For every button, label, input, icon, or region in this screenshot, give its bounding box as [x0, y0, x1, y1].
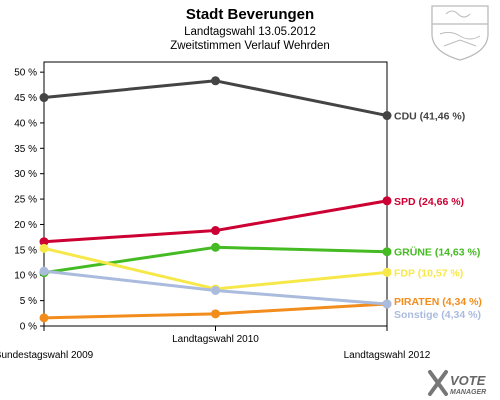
y-axis: 0 % 5 % 10 % 15 % 20 % 25 % 30 % 35 % 40 % 45 % 50…: [14, 68, 44, 333]
series-layer: [39, 76, 392, 323]
data-point-spd: [382, 196, 392, 206]
y-tick-label: 10 %: [14, 271, 37, 282]
series-end-label: PIRATEN (4,34 %): [394, 296, 482, 308]
data-point-cdu: [39, 93, 49, 103]
data-point-fdp: [382, 267, 392, 277]
data-point-cdu: [211, 76, 220, 86]
y-tick-label: 40 %: [14, 118, 37, 129]
data-point-sonstige: [39, 266, 49, 276]
series-line-fdp: [43, 246, 388, 291]
y-tick-label: 50 %: [14, 68, 37, 79]
coat-of-arms-icon: [431, 5, 489, 61]
y-tick-label: 35 %: [14, 144, 37, 155]
y-tick-label: 5 %: [20, 296, 37, 307]
y-tick-label: 20 %: [14, 220, 37, 231]
data-point-grüne: [211, 242, 220, 252]
x-mark-icon: [428, 370, 448, 396]
y-tick-label: 25 %: [14, 195, 37, 206]
series-end-label: Sonstige (4,34 %): [394, 309, 481, 321]
data-point-sonstige: [211, 285, 220, 295]
data-point-sonstige: [382, 299, 392, 309]
data-point-cdu: [382, 111, 392, 121]
data-point-piraten: [211, 309, 220, 319]
logo-manager-text: MANAGER: [450, 389, 486, 396]
chart-subtitle-district: Zweitstimmen Verlauf Wehrden: [170, 40, 330, 52]
x-tick-label: Landtagswahl 2010: [172, 334, 259, 345]
chart-subtitle-election: Landtagswahl 13.05.2012: [184, 26, 316, 38]
logo-vote-text: VOTE: [450, 373, 486, 388]
series-line-cdu: [43, 79, 388, 117]
series-end-label: GRÜNE (14,63 %): [394, 246, 480, 259]
x-tick-label: Landtagswahl 2012: [344, 350, 431, 361]
y-tick-label: 15 %: [14, 245, 37, 256]
data-point-fdp: [39, 243, 49, 253]
y-tick-label: 45 %: [14, 93, 37, 104]
data-point-grüne: [382, 247, 392, 257]
y-tick-label: 30 %: [14, 169, 37, 180]
data-point-spd: [39, 237, 49, 247]
data-point-piraten: [39, 313, 49, 323]
y-tick-label: 0 %: [20, 322, 37, 333]
series-end-label: FDP (10,57 %): [394, 267, 463, 279]
series-end-label: SPD (24,66 %): [394, 196, 464, 208]
series-end-label: CDU (41,46 %): [394, 111, 465, 123]
series-label-layer: CDU (41,46 %) SPD (24,66 %) GRÜNE (14,63 %…: [394, 111, 482, 321]
x-axis: Bundestagswahl 2009 Landtagswahl 2010 Land…: [0, 326, 431, 361]
chart-title: Stadt Beverungen: [186, 6, 314, 23]
series-line-spd: [43, 199, 388, 244]
x-tick-label: Bundestagswahl 2009: [0, 350, 94, 361]
data-point-spd: [211, 226, 220, 236]
votemanager-logo: VOTE MANAGER: [428, 370, 486, 396]
